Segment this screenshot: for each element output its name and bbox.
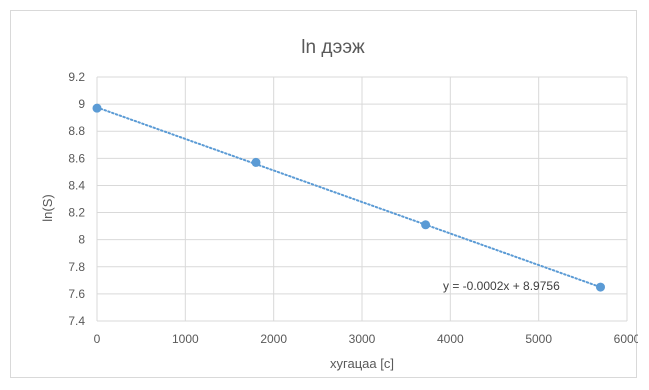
x-tick-label: 1000 (172, 332, 199, 346)
x-tick-label: 3000 (349, 332, 376, 346)
y-tick-label: 8 (78, 233, 85, 247)
y-tick-label: 8.2 (68, 206, 85, 220)
y-tick-label: 8.6 (68, 151, 85, 165)
x-tick-label: 6000 (614, 332, 638, 346)
x-tick-label: 2000 (260, 332, 287, 346)
trendline (96, 106, 602, 289)
chart-title: ln дээж (301, 37, 365, 58)
chart-area: ln дээж 7.4 7.6 7.8 8 8.2 8.4 8.6 8.8 9 9.2 0 1000… (10, 10, 638, 378)
y-tick-label: 8.4 (68, 178, 85, 192)
x-tick-label: 0 (94, 332, 101, 346)
y-tick-label: 8.8 (68, 124, 85, 138)
x-tick-label: 5000 (525, 332, 552, 346)
data-point (92, 103, 102, 113)
data-point (251, 157, 261, 167)
trendline-equation: y = -0.0002x + 8.9756 (443, 279, 560, 293)
y-tick-label: 7.8 (68, 260, 85, 274)
data-point (596, 282, 605, 292)
trendline-group (96, 106, 602, 289)
y-tick-label: 7.4 (68, 314, 85, 328)
y-tick-label: 7.6 (68, 287, 85, 301)
gridlines (96, 76, 628, 322)
y-tick-label: 9 (78, 97, 85, 111)
x-axis-title: хугацаа [с] (330, 356, 394, 371)
chart-svg: ln дээж 7.4 7.6 7.8 8 8.2 8.4 8.6 8.8 9 9.2 0 1000… (40, 37, 638, 371)
y-axis-tick-labels: 7.4 7.6 7.8 8 8.2 8.4 8.6 8.8 9 9.2 (68, 70, 85, 328)
x-axis-tick-labels: 0 1000 2000 3000 4000 5000 6000 (94, 332, 638, 346)
y-axis-title: ln(S) (40, 194, 55, 221)
data-points (92, 103, 605, 292)
y-tick-label: 9.2 (68, 70, 85, 84)
data-point (421, 220, 431, 230)
x-tick-label: 4000 (437, 332, 464, 346)
